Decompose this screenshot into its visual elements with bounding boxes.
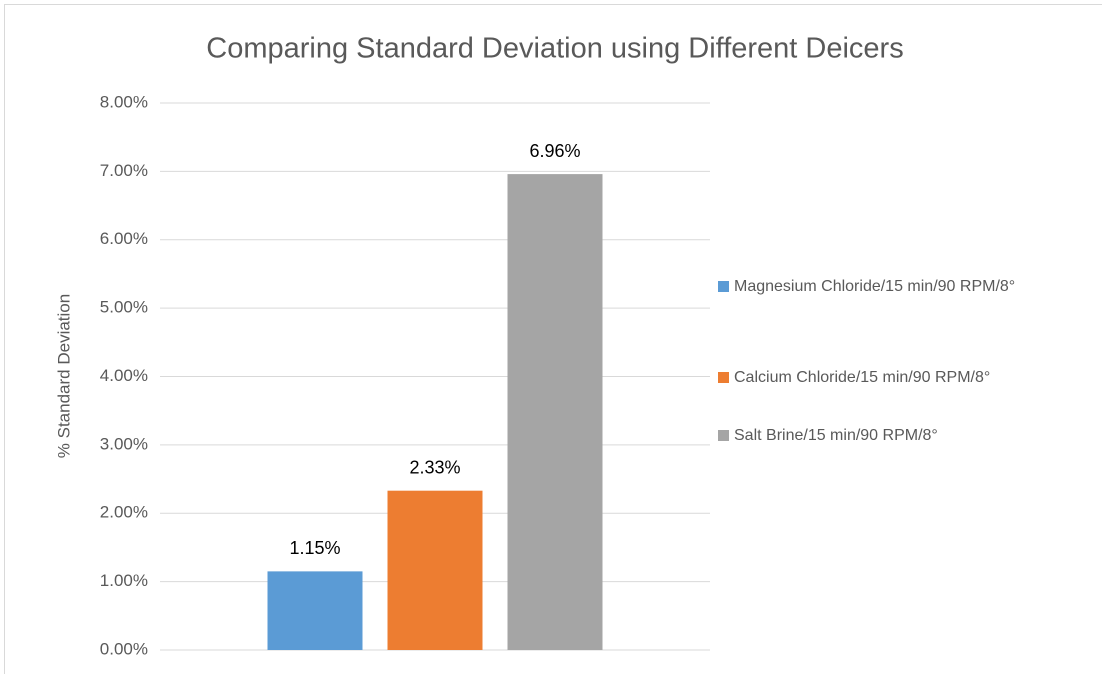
y-tick-label: 8.00% [100,92,148,111]
y-tick-label: 2.00% [100,503,148,522]
legend-item: Calcium Chloride/15 min/90 RPM/8° [718,368,1029,388]
y-tick-label: 7.00% [100,161,148,180]
data-label: 1.15% [289,538,340,558]
legend-item: Salt Brine/15 min/90 RPM/8° [718,426,1029,446]
bar [267,571,363,650]
legend-swatch [718,430,729,441]
legend-label: Magnesium Chloride/15 min/90 RPM/8° [734,278,1016,295]
y-tick-label: 3.00% [100,434,148,453]
data-label: 6.96% [529,141,580,161]
y-tick-label: 0.00% [100,639,148,658]
legend-swatch [718,281,729,292]
y-axis-label: % Standard Deviation [54,294,73,458]
y-tick-label: 1.00% [100,571,148,590]
legend-label: Calcium Chloride/15 min/90 RPM/8° [734,369,991,386]
bar [507,174,603,651]
y-tick-label: 6.00% [100,229,148,248]
bar [387,490,483,650]
chart-border [4,4,1102,674]
legend-item: Magnesium Chloride/15 min/90 RPM/8° [718,277,1029,297]
chart-title: Comparing Standard Deviation using Diffe… [206,33,903,65]
y-tick-label: 4.00% [100,366,148,385]
legend-swatch [718,372,729,383]
y-tick-label: 5.00% [100,298,148,317]
data-label: 2.33% [409,457,460,477]
legend-label: Salt Brine/15 min/90 RPM/8° [734,427,938,444]
